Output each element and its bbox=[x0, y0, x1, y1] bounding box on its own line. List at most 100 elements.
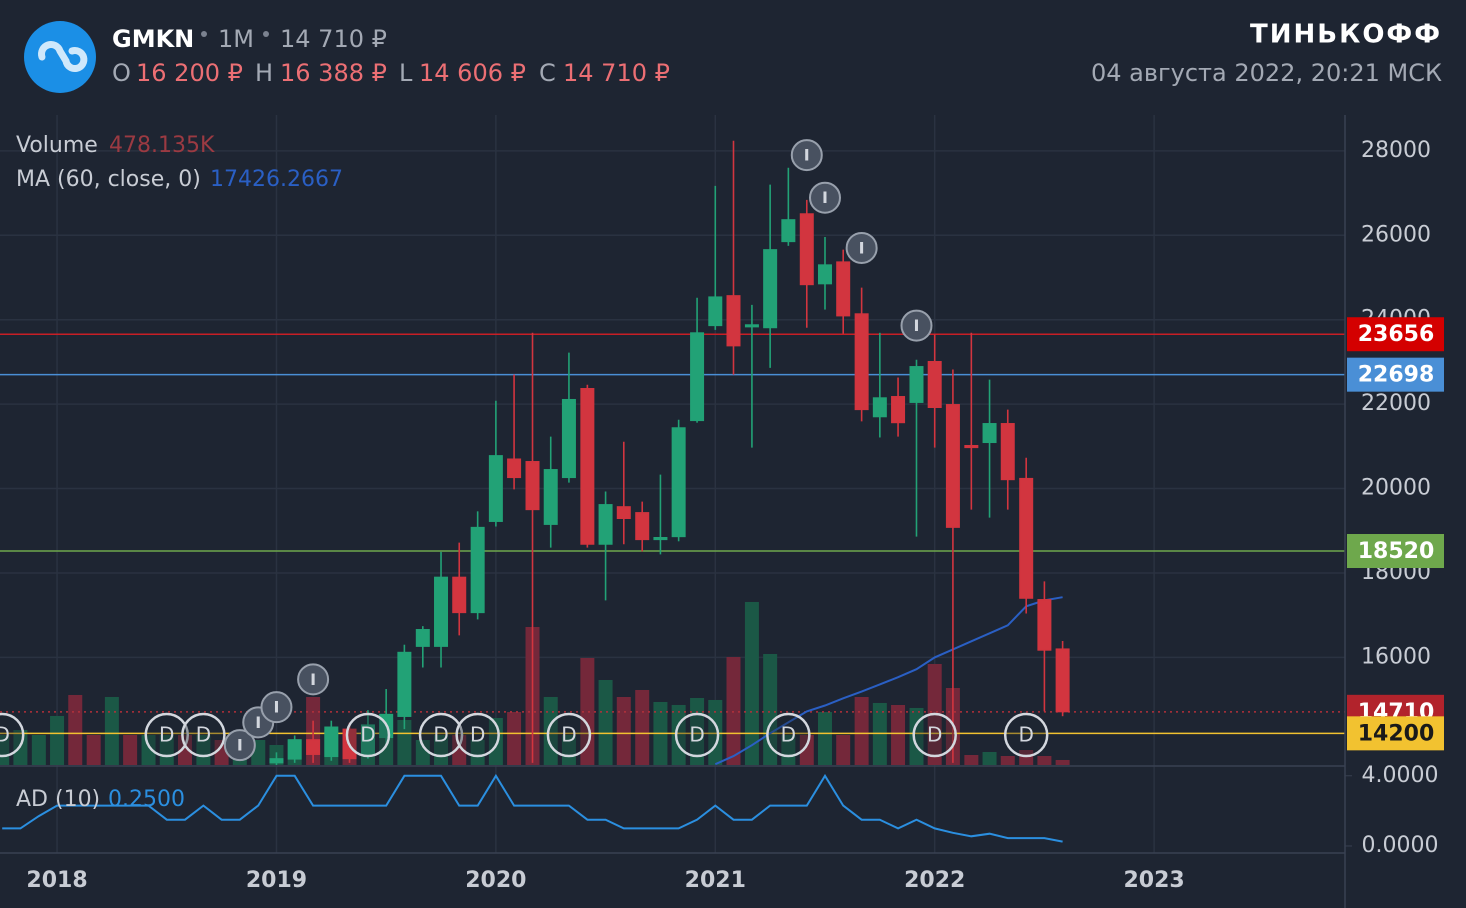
y-tick-label: 16000 bbox=[1361, 644, 1431, 669]
x-tick-label: 2021 bbox=[685, 868, 746, 893]
info-label: I bbox=[237, 736, 243, 755]
dividend-marker bbox=[1003, 712, 1049, 758]
volume-bar bbox=[817, 711, 832, 765]
candle-body bbox=[927, 360, 942, 408]
candle-body bbox=[690, 332, 705, 422]
candle-body bbox=[817, 264, 832, 285]
separator-dot bbox=[263, 31, 269, 37]
x-tick-label: 2019 bbox=[246, 868, 307, 893]
candle-body bbox=[653, 537, 668, 541]
ohlc-label: H bbox=[255, 59, 273, 87]
volume-bar bbox=[1037, 755, 1052, 765]
candle-body bbox=[543, 469, 558, 525]
candle-body bbox=[708, 296, 723, 327]
brand: ТИНЬКОФФ bbox=[1250, 20, 1442, 50]
candle-body bbox=[616, 506, 631, 520]
dividend-label: D bbox=[159, 723, 174, 747]
info-marker bbox=[845, 231, 878, 264]
candle-body bbox=[580, 388, 595, 545]
candle-body bbox=[434, 576, 449, 647]
ohlc-label: C bbox=[539, 59, 556, 87]
candle-body bbox=[836, 261, 851, 317]
dividend-label: D bbox=[433, 723, 448, 747]
candle-body bbox=[982, 423, 997, 444]
ad-panel bbox=[2, 773, 1063, 843]
volume-bar bbox=[159, 734, 174, 765]
volume-bar bbox=[123, 734, 138, 765]
ohlc-value: 14 606 ₽ bbox=[419, 59, 526, 87]
info-label: I bbox=[914, 316, 920, 335]
y-tick-label: 28000 bbox=[1361, 138, 1431, 163]
candle-body bbox=[507, 458, 522, 479]
info-marker bbox=[790, 139, 823, 172]
candle-body bbox=[891, 396, 906, 424]
dividend-marker bbox=[766, 712, 811, 758]
candle-body bbox=[854, 313, 869, 411]
ma-label: MA (60, close, 0) bbox=[16, 167, 201, 192]
level-price-box bbox=[1347, 357, 1444, 392]
volume-bar bbox=[470, 739, 485, 765]
volume-bar bbox=[31, 734, 46, 765]
info-marker bbox=[900, 309, 933, 342]
info-marker bbox=[297, 663, 330, 696]
volume-bar bbox=[196, 734, 211, 765]
level-price-label: 22698 bbox=[1358, 363, 1435, 388]
dividend-marker bbox=[455, 712, 500, 758]
ad-label: AD (10) bbox=[16, 787, 100, 812]
volume-bar bbox=[1055, 759, 1070, 765]
candle-body bbox=[360, 724, 375, 755]
axes: 2018 2019 2020 2021 2022 20231600018000200002… bbox=[26, 138, 1444, 893]
volume-bar bbox=[744, 601, 759, 765]
dividend-marker bbox=[0, 712, 25, 758]
candle-body bbox=[763, 249, 778, 329]
ma-value: 17426.2667 bbox=[210, 167, 343, 192]
header: GMKN 1M 14 710 ₽ O 16 200 ₽ H 16 388 ₽ L… bbox=[24, 20, 1442, 93]
ohlc-label: L bbox=[399, 59, 413, 87]
dividend-label: D bbox=[360, 723, 375, 747]
ad-line bbox=[2, 773, 1063, 843]
dividend-marker bbox=[418, 712, 464, 758]
y-tick-label: 22000 bbox=[1361, 391, 1431, 416]
candle-body bbox=[598, 504, 613, 545]
ad-tick-label: 0.0000 bbox=[1362, 833, 1439, 858]
volume-bar bbox=[726, 656, 741, 765]
candle-body bbox=[781, 219, 796, 243]
volume-bar bbox=[1019, 749, 1034, 765]
ad-value: 0.2500 bbox=[108, 787, 185, 812]
volume-bar bbox=[104, 696, 119, 765]
candle-body bbox=[799, 213, 814, 286]
last-price: 14 710 ₽ bbox=[280, 25, 387, 53]
x-tick-label: 2023 bbox=[1123, 868, 1184, 893]
candle-body bbox=[397, 651, 412, 717]
y-tick-label: 26000 bbox=[1361, 222, 1431, 247]
candle-body bbox=[1037, 599, 1052, 651]
candle-body bbox=[415, 629, 430, 647]
level-price-box bbox=[1347, 317, 1444, 352]
candle-body bbox=[561, 398, 576, 479]
candle-body bbox=[306, 739, 321, 755]
info-label: I bbox=[804, 146, 810, 165]
candle-body bbox=[287, 739, 302, 760]
volume-bar bbox=[68, 694, 83, 765]
candle-body bbox=[964, 444, 979, 449]
y-tick-label: 20000 bbox=[1361, 476, 1431, 501]
volume-bar bbox=[0, 734, 10, 765]
dividend-marker bbox=[674, 712, 720, 758]
candle-body bbox=[525, 461, 540, 511]
candle-body bbox=[872, 397, 887, 418]
volume-bar bbox=[452, 734, 467, 765]
volume-bar bbox=[86, 734, 101, 765]
candle-body bbox=[1000, 423, 1015, 481]
dividend-label: D bbox=[1018, 723, 1033, 747]
dividend-label: D bbox=[781, 723, 796, 747]
candle-body bbox=[671, 427, 686, 538]
level-price-label: 14200 bbox=[1358, 721, 1435, 746]
candle-body bbox=[744, 324, 759, 328]
volume-bar bbox=[616, 696, 631, 765]
ohlc-label: O bbox=[112, 59, 131, 87]
x-tick-label: 2022 bbox=[904, 868, 965, 893]
volume-bar bbox=[177, 734, 192, 765]
